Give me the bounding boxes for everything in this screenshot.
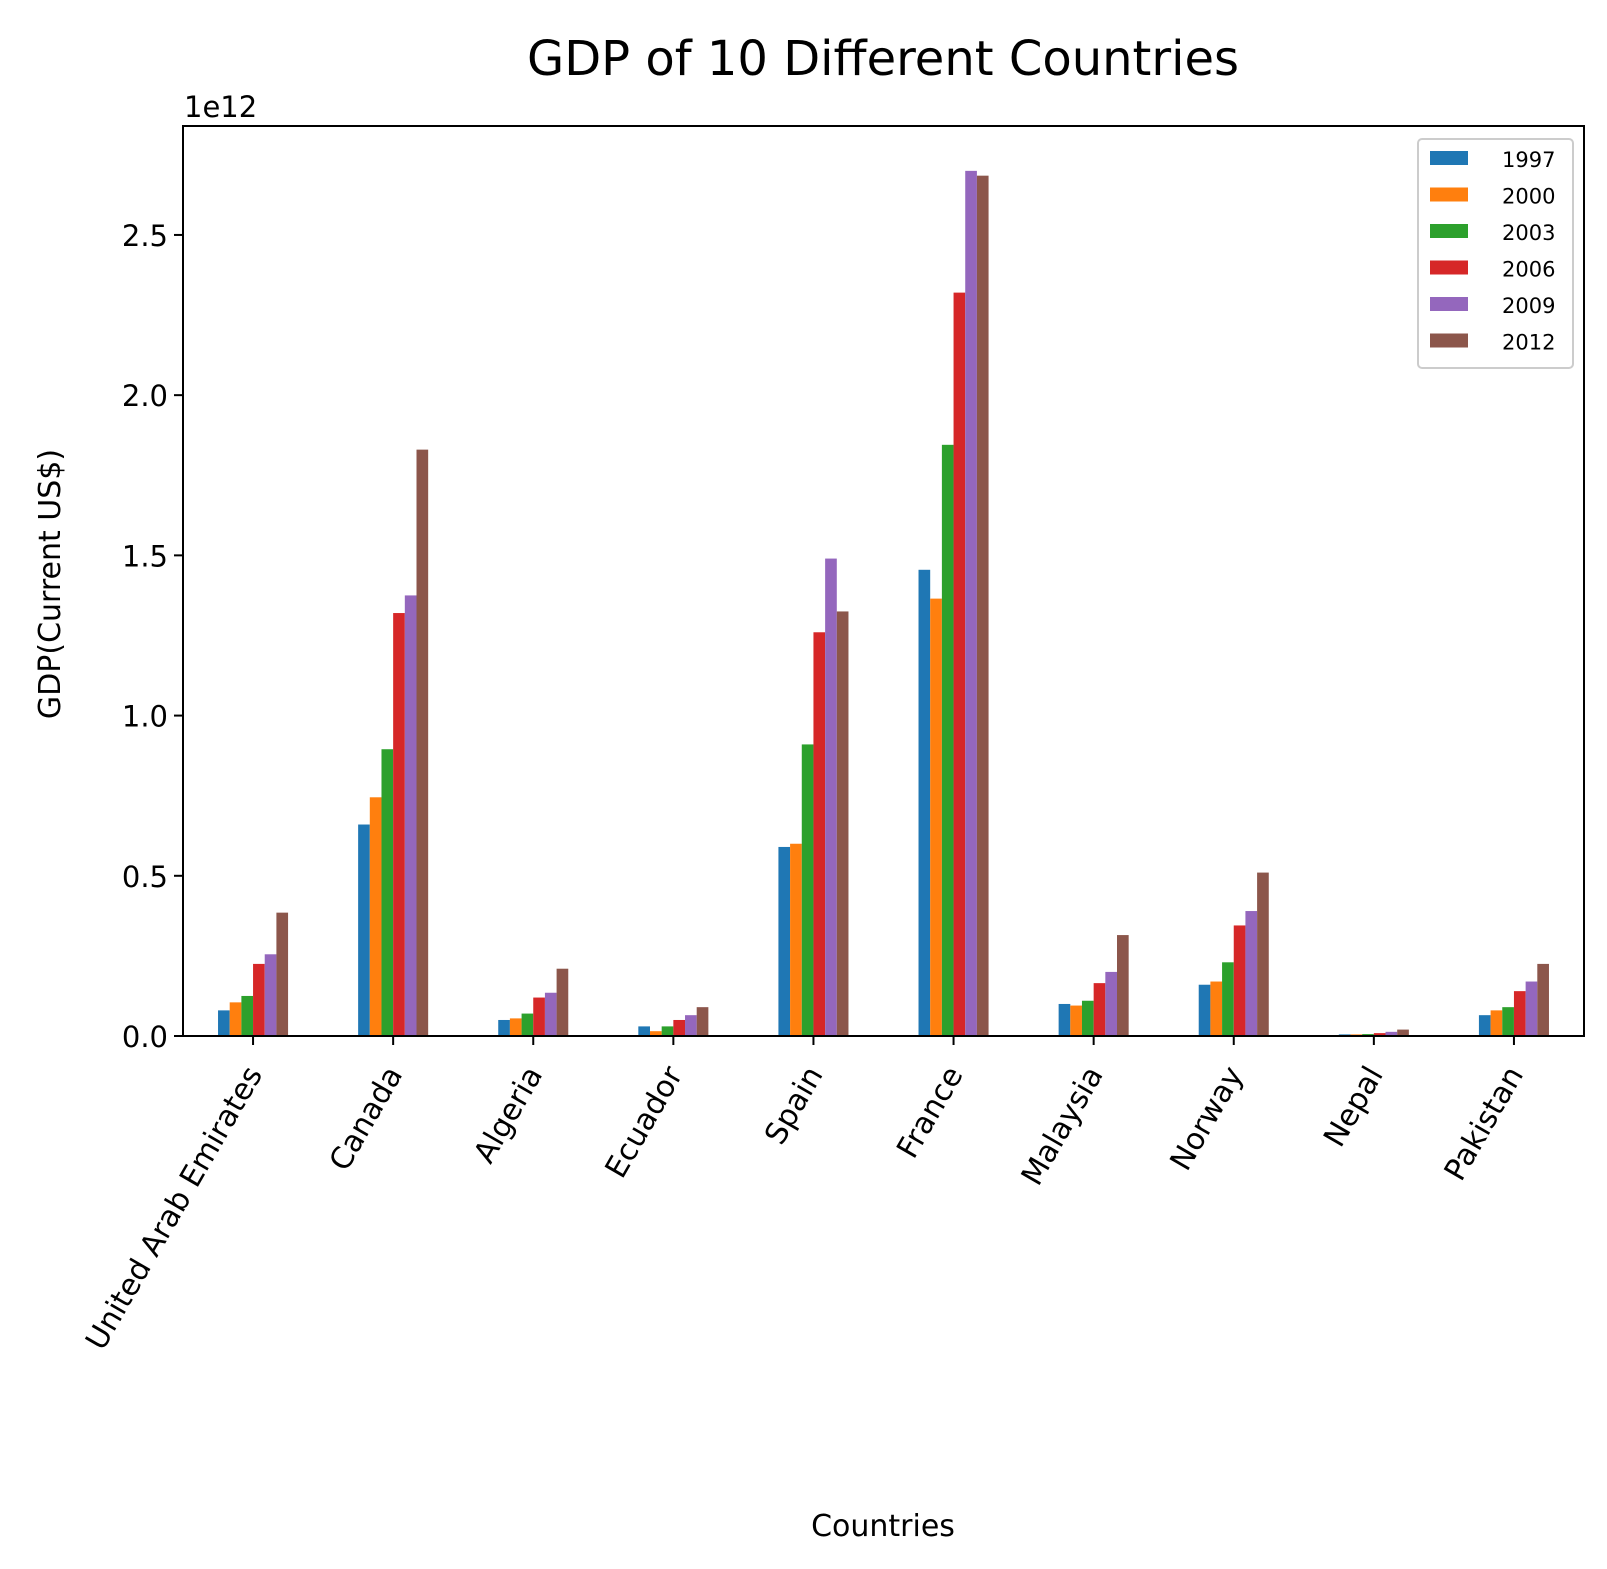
bar-2009-4: [825, 558, 837, 1036]
bar-2006-7: [1233, 925, 1246, 1036]
bar-2000-2: [509, 1018, 522, 1036]
y-tick-label: 0.5: [122, 860, 168, 894]
bar-2003-6: [1081, 1000, 1094, 1036]
bar-2012-3: [696, 1007, 709, 1036]
bar-1997-2: [498, 1019, 510, 1036]
x-tick-label: Nepal: [1317, 1061, 1391, 1154]
bar-2006-6: [1093, 983, 1106, 1036]
bar-2006-1: [393, 613, 405, 1036]
bar-2012-9: [1537, 963, 1549, 1036]
legend-swatch-1997: [1430, 151, 1468, 165]
x-tick-label: Malaysia: [1015, 1061, 1111, 1192]
y-tick-label: 2.5: [122, 219, 168, 253]
bar-2003-9: [1502, 1007, 1514, 1036]
bar-2012-8: [1397, 1029, 1409, 1036]
legend-label: 2000: [1502, 185, 1555, 209]
bar-2012-6: [1117, 935, 1129, 1036]
x-tick-label: Pakistan: [1438, 1061, 1531, 1187]
bar-2000-6: [1070, 1005, 1082, 1036]
bar-2006-9: [1513, 991, 1526, 1036]
bar-2000-9: [1490, 1010, 1503, 1036]
bar-1997-3: [638, 1026, 650, 1036]
legend-label: 1997: [1502, 148, 1555, 172]
y-axis-ticks: 0.0 0.5 1.0 1.5 2.0 2.5: [122, 219, 183, 1054]
y-axis-label: GDP(Current US$): [33, 449, 68, 719]
bar-2009-1: [404, 595, 417, 1036]
bar-2012-5: [976, 175, 989, 1037]
legend-swatch-2012: [1430, 333, 1468, 348]
bar-2012-4: [836, 611, 849, 1036]
bar-2003-2: [521, 1013, 534, 1036]
bar-2003-0: [241, 995, 254, 1036]
bar-2003-5: [941, 444, 954, 1036]
bar-2006-0: [253, 963, 265, 1036]
bar-2009-6: [1105, 971, 1117, 1036]
y-tick-label: 0.0: [122, 1020, 168, 1054]
legend-label: 2009: [1502, 294, 1555, 318]
y-tick-label: 1.5: [122, 539, 168, 573]
bar-1997-7: [1198, 984, 1211, 1036]
bar-2009-5: [965, 170, 977, 1037]
legend-swatch-2003: [1430, 224, 1468, 238]
bar-2000-4: [790, 843, 802, 1036]
legend: 1997 2000 2003 2006 2009 2012: [1417, 138, 1574, 369]
legend-swatch-2009: [1430, 297, 1468, 311]
x-tick-label: Ecuador: [599, 1060, 691, 1184]
bar-2012-1: [416, 449, 429, 1036]
bar-2006-8: [1373, 1033, 1386, 1036]
bar-2012-7: [1257, 872, 1269, 1036]
chart-title: GDP of 10 Different Countries: [527, 31, 1239, 87]
x-tick-label: France: [890, 1061, 970, 1165]
bar-1997-0: [218, 1010, 230, 1036]
bar-2006-5: [953, 292, 966, 1036]
bar-2009-2: [544, 992, 557, 1036]
legend-label: 2003: [1502, 221, 1555, 245]
bar-1997-4: [778, 846, 791, 1036]
bar-2000-7: [1210, 981, 1223, 1036]
bar-2003-7: [1222, 962, 1234, 1036]
x-tick-label: Canada: [323, 1061, 410, 1177]
plot-frame: [182, 125, 1585, 1037]
y-tick-label: 2.0: [122, 379, 168, 413]
bar-2009-0: [264, 954, 277, 1036]
x-axis-ticks: United Arab Emirates Canada Algeria Ecuador…: [79, 1036, 1531, 1356]
bar-2000-1: [369, 797, 382, 1036]
bar-2000-3: [650, 1031, 662, 1036]
bar-2000-5: [930, 598, 942, 1036]
y-tick-label: 1.0: [122, 700, 168, 734]
bar-1997-9: [1478, 1015, 1491, 1036]
legend-swatch-2006: [1430, 260, 1468, 275]
x-tick-label: United Arab Emirates: [79, 1061, 270, 1357]
x-tick-label: Spain: [758, 1061, 830, 1151]
bar-1997-1: [358, 824, 370, 1036]
bar-2000-0: [229, 1002, 242, 1036]
bar-1997-5: [918, 569, 931, 1036]
bar-2003-4: [801, 744, 814, 1036]
x-axis-label: Countries: [811, 1509, 955, 1544]
bar-2006-3: [673, 1019, 686, 1036]
bar-2009-3: [685, 1015, 697, 1036]
bar-2003-1: [381, 749, 394, 1036]
bar-2006-2: [533, 997, 545, 1036]
bar-2003-3: [661, 1026, 674, 1036]
legend-label: 2006: [1502, 258, 1555, 282]
y-offset-label: 1e12: [184, 90, 257, 124]
legend-swatch-2000: [1430, 187, 1468, 202]
bar-2009-8: [1385, 1031, 1398, 1036]
bar-2006-4: [813, 632, 826, 1036]
bar-2012-0: [276, 912, 289, 1036]
bar-1997-6: [1058, 1003, 1071, 1036]
legend-label: 2012: [1502, 331, 1555, 355]
x-tick-label: Algeria: [467, 1061, 550, 1170]
bar-2009-9: [1525, 981, 1538, 1036]
bars-layer: [218, 170, 1549, 1037]
bar-2009-7: [1245, 911, 1258, 1036]
x-tick-label: Norway: [1163, 1061, 1250, 1177]
bar-2012-2: [556, 968, 569, 1036]
